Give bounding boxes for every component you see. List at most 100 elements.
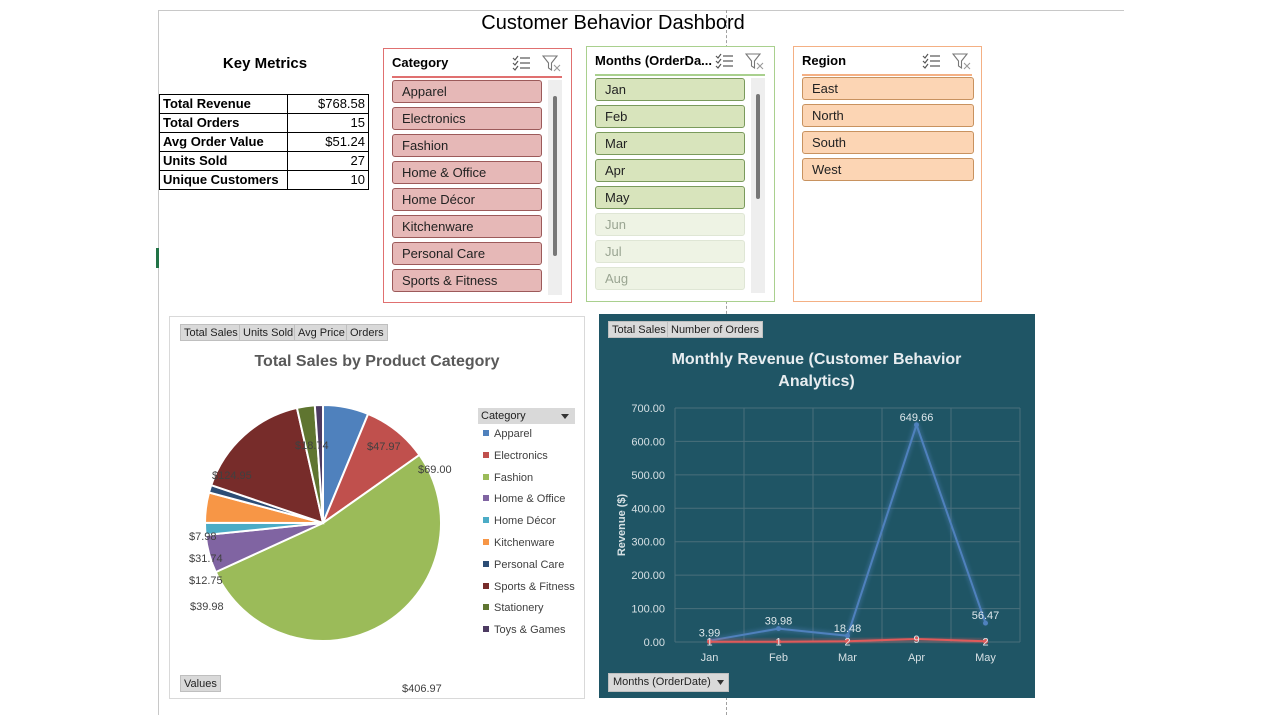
slicer-item-aug[interactable]: Aug [595,267,745,290]
data-point[interactable] [914,422,919,428]
slicer-item-feb[interactable]: Feb [595,105,745,128]
legend-item[interactable]: Electronics [483,450,548,462]
multi-select-icon[interactable] [922,52,942,70]
slicer-item-south[interactable]: South [802,131,974,154]
monthly-revenue-chart[interactable]: Total Sales Number of Orders Monthly Rev… [599,314,1035,698]
legend-label: Sports & Fitness [494,580,575,593]
legend-label: Home Décor [494,515,556,528]
region-slicer[interactable]: Region East North South West [793,46,982,302]
category-slicer[interactable]: Category Apparel Electronics Fashion Home & … [383,48,572,303]
legend-item[interactable]: Toys & Games [483,624,566,636]
slicer-scrollbar[interactable] [548,80,562,295]
slicer-item-kitchenware[interactable]: Kitchenware [392,215,542,238]
legend-item[interactable]: Fashion [483,472,533,484]
clear-filter-icon[interactable] [745,52,765,70]
pie-slice[interactable] [209,406,325,525]
metric-row[interactable]: Units Sold 27 [159,151,369,171]
legend-item[interactable]: Kitchenware [483,537,555,549]
metric-value[interactable]: 10 [287,170,369,190]
field-button-total-sales[interactable]: Total Sales [180,324,242,341]
legend-swatch [483,582,489,589]
slicer-item-personal-care[interactable]: Personal Care [392,242,542,265]
slicer-item-jun[interactable]: Jun [595,213,745,236]
multi-select-icon[interactable] [512,54,532,72]
field-button-number-of-orders[interactable]: Number of Orders [667,321,764,338]
slicer-item-north[interactable]: North [802,104,974,127]
slicer-item-home-office[interactable]: Home & Office [392,161,542,184]
data-point[interactable] [914,636,919,642]
slicer-item-apr[interactable]: Apr [595,159,745,182]
legend-swatch [483,430,489,437]
slicer-item-mar[interactable]: Mar [595,132,745,155]
slicer-item-west[interactable]: West [802,158,974,181]
slicer-item-fashion[interactable]: Fashion [392,134,542,157]
legend-item[interactable]: Sports & Fitness [483,581,575,593]
slicer-item-may[interactable]: May [595,186,745,209]
slicer-item-jul[interactable]: Jul [595,240,745,263]
metric-label[interactable]: Total Orders [159,113,288,133]
data-label: $31.74 [189,553,223,565]
pie-slice[interactable] [313,403,324,524]
multi-select-icon[interactable] [715,52,735,70]
slicer-item-jan[interactable]: Jan [595,78,745,101]
metric-value[interactable]: $51.24 [287,132,369,152]
legend-swatch [483,604,489,611]
legend-category-filter[interactable]: Category [478,408,575,424]
data-label: $69.00 [418,464,452,476]
data-label: 3.99 [699,628,720,640]
scrollbar-thumb[interactable] [756,94,760,199]
pie-slice[interactable] [214,453,442,642]
data-point[interactable] [845,638,850,644]
metric-value[interactable]: 15 [287,113,369,133]
legend-item[interactable]: Home & Office [483,493,565,505]
field-button-avg-price[interactable]: Avg Price [294,324,349,341]
months-orderdate-filter[interactable]: Months (OrderDate) [608,673,729,692]
metric-row[interactable]: Total Revenue $768.58 [159,94,369,114]
metric-label[interactable]: Units Sold [159,151,288,171]
slicer-item-east[interactable]: East [802,77,974,100]
data-label: 1 [775,637,781,649]
sales-by-category-chart[interactable]: Total Sales Units Sold Avg Price Orders … [169,316,585,699]
slicer-item-sports-fitness[interactable]: Sports & Fitness [392,269,542,292]
field-button-units-sold[interactable]: Units Sold [239,324,298,341]
slicer-header-rule [595,74,765,76]
scrollbar-thumb[interactable] [553,96,557,256]
x-tick-label: Feb [769,652,788,664]
slicer-item-home-d-cor[interactable]: Home Décor [392,188,542,211]
data-point[interactable] [776,626,781,632]
legend-item[interactable]: Stationery [483,602,544,614]
legend-item[interactable]: Personal Care [483,559,564,571]
data-point[interactable] [983,620,988,626]
sheet-gridline-top [158,10,1124,11]
metric-row[interactable]: Avg Order Value $51.24 [159,132,369,152]
legend-header-label: Category [481,410,526,422]
key-metrics-table: Total Revenue $768.58 Total Orders 15 Avg … [159,94,369,190]
data-point[interactable] [983,638,988,644]
slicer-item-electronics[interactable]: Electronics [392,107,542,130]
clear-filter-icon[interactable] [952,52,972,70]
field-button-total-sales[interactable]: Total Sales [608,321,670,338]
slicer-scrollbar[interactable] [751,78,765,293]
data-point[interactable] [776,639,781,645]
metric-label[interactable]: Avg Order Value [159,132,288,152]
metric-row[interactable]: Unique Customers 10 [159,170,369,190]
values-button[interactable]: Values [180,675,221,692]
metric-label[interactable]: Unique Customers [159,170,288,190]
metric-label[interactable]: Total Revenue [159,94,288,114]
metric-value[interactable]: 27 [287,151,369,171]
legend-item[interactable]: Home Décor [483,515,556,527]
line-chart-title: Monthly Revenue (Customer Behavior Analy… [671,351,962,390]
clear-filter-icon[interactable] [542,54,562,72]
slicer-header: Months (OrderDa... [595,53,713,68]
pie-chart-title: Total Sales by Product Category [254,353,500,370]
metric-row[interactable]: Total Orders 15 [159,113,369,133]
months-slicer[interactable]: Months (OrderDa... Jan Feb Mar Apr May Jun Jul A… [586,46,775,302]
dashboard-title: Customer Behavior Dashbord [481,12,745,34]
legend-item[interactable]: Apparel [483,428,532,440]
data-point[interactable] [845,633,850,639]
field-button-orders[interactable]: Orders [346,324,388,341]
slicer-item-apparel[interactable]: Apparel [392,80,542,103]
metric-value[interactable]: $768.58 [287,94,369,114]
data-point[interactable] [707,639,712,645]
x-tick-label: Apr [908,652,925,664]
